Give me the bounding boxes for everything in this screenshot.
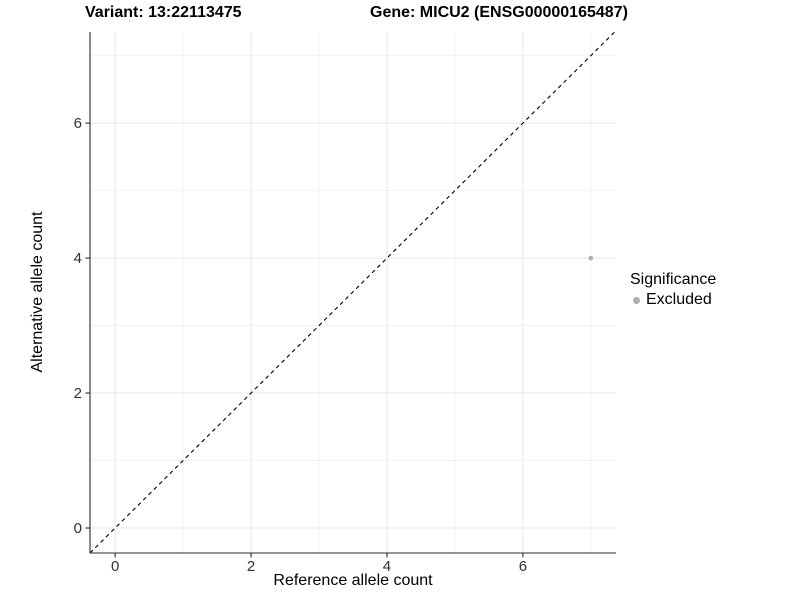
plot-title-variant: Variant: 13:22113475 bbox=[85, 4, 242, 21]
y-tick-label: 2 bbox=[74, 385, 82, 402]
identity-reference-line bbox=[90, 32, 616, 553]
y-tick-label: 6 bbox=[74, 115, 82, 132]
legend: Significance Excluded bbox=[630, 271, 716, 309]
y-tick-label: 0 bbox=[74, 520, 82, 537]
x-tick-label: 4 bbox=[383, 558, 391, 575]
data-point bbox=[588, 255, 594, 261]
legend-items: Excluded bbox=[630, 291, 716, 309]
legend-key-dot-icon bbox=[633, 296, 640, 304]
legend-title: Significance bbox=[630, 271, 717, 288]
x-tick-label: 0 bbox=[111, 558, 119, 575]
plot-title-gene: Gene: MICU2 (ENSG00000165487) bbox=[370, 4, 628, 21]
x-axis-title: Reference allele count bbox=[273, 572, 433, 589]
legend-item-label: Excluded bbox=[646, 291, 712, 308]
legend-item: Excluded bbox=[630, 291, 716, 309]
y-axis-title: Alternative allele count bbox=[29, 211, 46, 373]
x-tick-label: 6 bbox=[519, 558, 527, 575]
y-tick-label: 4 bbox=[74, 250, 82, 267]
x-tick-label: 2 bbox=[247, 558, 255, 575]
